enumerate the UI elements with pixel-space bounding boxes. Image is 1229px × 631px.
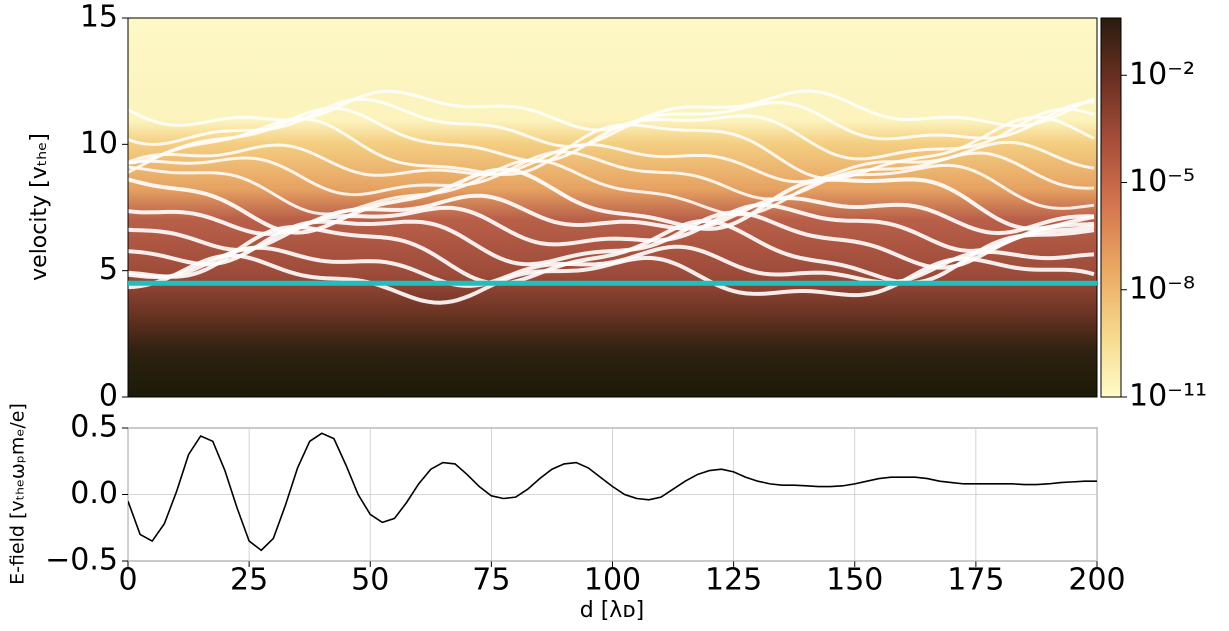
y-axis-label: velocity [vₜₕₑ] [27,133,52,281]
heatmap-texture-stroke [128,150,1095,201]
x-tick-label: 200 [1068,563,1125,598]
y-tick-label: 10 [80,126,118,161]
x-tick-label: 50 [351,563,389,598]
colorbar-tick-label: 10⁻¹¹ [1129,379,1207,414]
heatmap-texture-stroke [128,203,1095,253]
x-tick-label: 25 [230,563,268,598]
x-tick-label: 0 [118,563,137,598]
y-tick-label: −0.5 [45,543,118,578]
colorbar-tick-label: 10⁻⁸ [1129,271,1195,306]
colorbar-tick-label: 10⁻² [1129,57,1195,92]
heatmap-texture-stroke [128,253,1095,305]
heatmap-texture-stroke [128,115,1095,181]
x-axis-label: d [λᴅ] [580,598,644,623]
heatmap-image [128,18,1097,397]
y-tick-label: 5 [99,252,118,287]
x-tick-label: 125 [705,563,762,598]
y-axis-label: E-field [vₜₕₑωₚmₑ/e] [7,403,29,585]
x-tick-label: 150 [826,563,883,598]
heatmap-texture-stroke [128,140,1095,184]
y-tick-label: 0.5 [70,410,118,445]
colorbar [1100,17,1122,398]
heatmap-texture [128,89,1095,305]
x-tick-label: 75 [472,563,510,598]
y-tick-label: 0.0 [70,476,118,511]
heatmap-texture-stroke [128,97,1095,148]
plot-frame [127,17,1098,398]
heatmap-texture-stroke [128,218,1095,286]
colorbar-tick-label: 10⁻⁵ [1129,164,1195,199]
y-tick-label: 0 [99,379,118,414]
y-tick-label: 15 [80,0,118,35]
x-tick-label: 100 [584,563,641,598]
line-series [128,432,1097,552]
heatmap-texture-stroke [128,158,1095,217]
x-tick-label: 175 [947,563,1004,598]
